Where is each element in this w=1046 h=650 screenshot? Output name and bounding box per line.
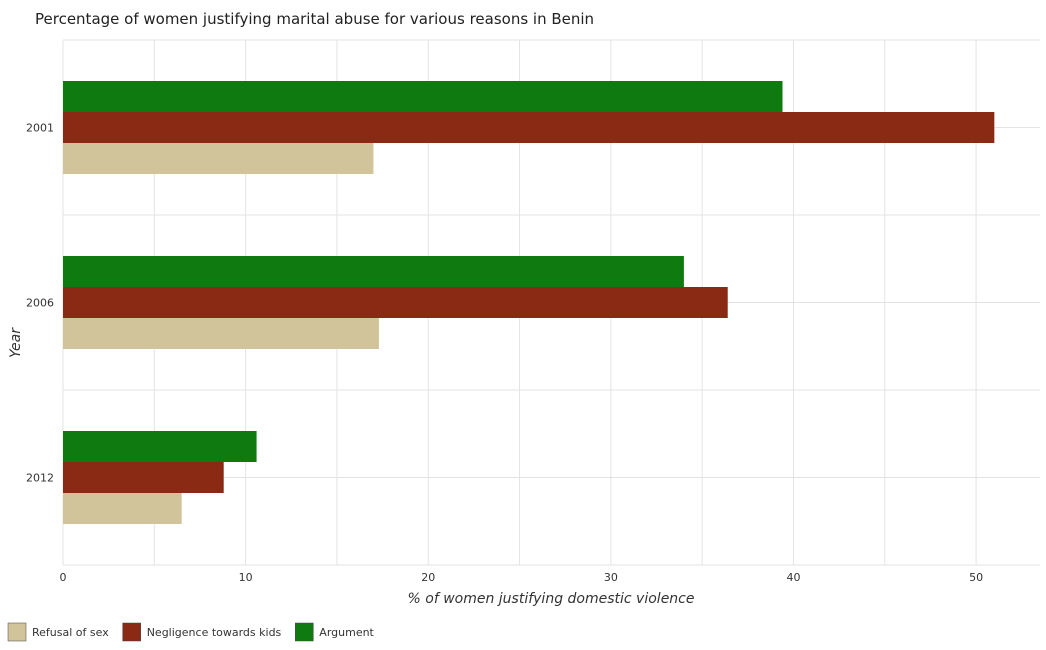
x-tick-labels: 0 10 20 30 40 50 [60, 571, 984, 584]
bars [63, 81, 995, 524]
y-tick-label: 2012 [26, 472, 54, 485]
y-tick-label: 2001 [26, 122, 54, 135]
bar-negligence-towards-kids-2001 [63, 112, 995, 143]
legend-label: Refusal of sex [32, 626, 109, 639]
bar-refusal-of-sex-2006 [63, 318, 379, 349]
bar-negligence-towards-kids-2012 [63, 462, 224, 493]
x-tick-label: 30 [604, 571, 618, 584]
chart-title: Percentage of women justifying marital a… [35, 10, 594, 28]
legend-swatch [122, 622, 141, 642]
legend: Refusal of sex Negligence towards kids Arg… [7, 622, 375, 642]
x-tick-label: 40 [786, 571, 800, 584]
legend-label: Argument [319, 626, 374, 639]
bar-argument-2001 [63, 81, 783, 112]
x-tick-label: 50 [969, 571, 983, 584]
x-tick-label: 10 [239, 571, 253, 584]
x-tick-label: 0 [60, 571, 67, 584]
legend-label: Negligence towards kids [147, 626, 282, 639]
x-axis-label: % of women justifying domestic violence [408, 591, 695, 607]
legend-swatch [295, 622, 314, 642]
x-tick-label: 20 [421, 571, 435, 584]
bar-refusal-of-sex-2001 [63, 143, 374, 174]
bar-negligence-towards-kids-2006 [63, 287, 728, 318]
y-tick-labels: 2001 2006 2012 [26, 122, 54, 485]
legend-swatch [7, 622, 27, 642]
y-axis-label: Year [8, 327, 24, 358]
bar-argument-2012 [63, 431, 257, 462]
bar-argument-2006 [63, 256, 684, 287]
y-tick-label: 2006 [26, 297, 54, 310]
bar-refusal-of-sex-2012 [63, 493, 182, 524]
